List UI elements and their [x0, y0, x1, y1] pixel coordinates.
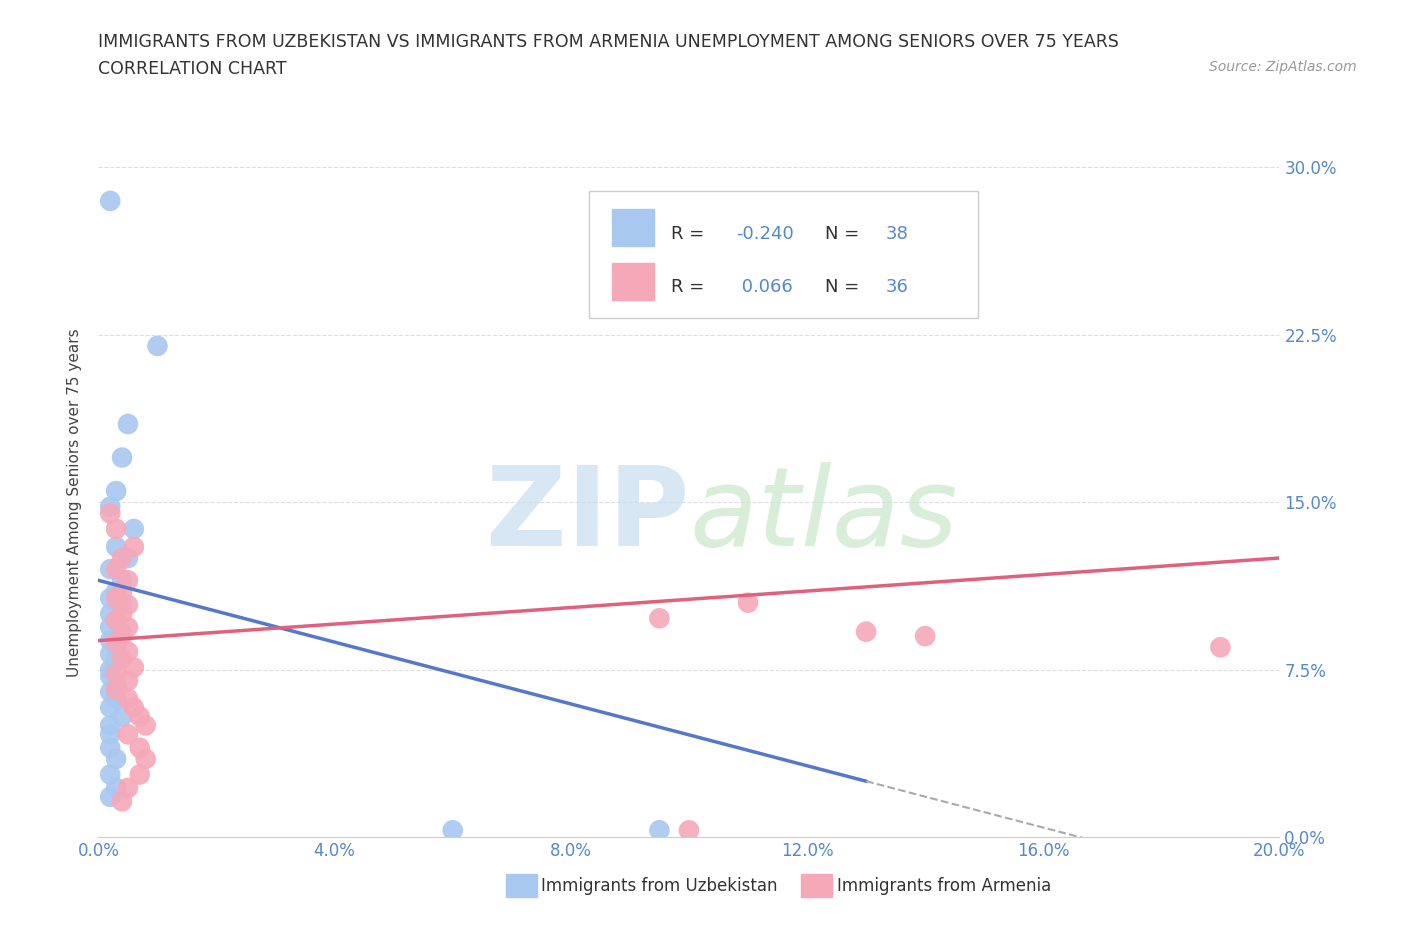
Text: atlas: atlas	[689, 462, 957, 569]
Text: 36: 36	[886, 278, 910, 296]
Point	[117, 780, 139, 795]
Point	[98, 684, 121, 699]
Point	[98, 193, 121, 208]
Point	[98, 562, 121, 577]
Point	[914, 629, 936, 644]
Point	[128, 709, 150, 724]
Point	[135, 751, 157, 766]
Point	[105, 522, 128, 537]
Point	[111, 597, 134, 612]
Text: Source: ZipAtlas.com: Source: ZipAtlas.com	[1209, 60, 1357, 74]
Point	[98, 767, 121, 782]
Point	[855, 624, 877, 639]
Text: Immigrants from Armenia: Immigrants from Armenia	[837, 877, 1050, 896]
Point	[111, 450, 134, 465]
Point	[105, 591, 128, 605]
Point	[678, 823, 700, 838]
FancyBboxPatch shape	[589, 191, 979, 318]
Text: 38: 38	[886, 225, 910, 243]
Point	[117, 551, 139, 565]
Point	[117, 597, 139, 612]
Point	[105, 640, 128, 655]
Text: ZIP: ZIP	[485, 462, 689, 569]
Point	[105, 484, 128, 498]
Point	[122, 700, 145, 715]
Point	[98, 740, 121, 755]
Point	[105, 584, 128, 599]
Text: R =: R =	[671, 278, 704, 296]
Point	[98, 633, 121, 648]
Point	[105, 562, 128, 577]
Point	[105, 613, 128, 628]
Text: CORRELATION CHART: CORRELATION CHART	[98, 60, 287, 78]
Point	[105, 539, 128, 554]
Point	[98, 619, 121, 634]
Point	[737, 595, 759, 610]
Point	[117, 619, 139, 634]
Text: -0.240: -0.240	[737, 225, 794, 243]
Point	[128, 740, 150, 755]
Point	[146, 339, 169, 353]
Point	[105, 691, 128, 706]
Text: N =: N =	[825, 278, 859, 296]
Point	[98, 662, 121, 677]
Point	[111, 627, 134, 642]
Point	[98, 591, 121, 605]
Point	[98, 606, 121, 621]
Bar	[612, 209, 654, 246]
Point	[117, 644, 139, 659]
Point	[117, 573, 139, 588]
Point	[135, 718, 157, 733]
Point	[105, 780, 128, 795]
Point	[122, 660, 145, 675]
Point	[98, 499, 121, 514]
Point	[111, 606, 134, 621]
Point	[98, 646, 121, 661]
Point	[122, 539, 145, 554]
Point	[105, 683, 128, 698]
Point	[117, 727, 139, 742]
Point	[111, 573, 134, 588]
Point	[117, 691, 139, 706]
Point	[98, 506, 121, 521]
Point	[105, 613, 128, 628]
Point	[111, 794, 134, 809]
Point	[111, 651, 134, 666]
Point	[98, 669, 121, 684]
Point	[648, 823, 671, 838]
Point	[105, 667, 128, 682]
Text: N =: N =	[825, 225, 859, 243]
Point	[648, 611, 671, 626]
Point	[98, 718, 121, 733]
Point	[105, 635, 128, 650]
Point	[111, 629, 134, 644]
Point	[441, 823, 464, 838]
Point	[111, 584, 134, 599]
Text: IMMIGRANTS FROM UZBEKISTAN VS IMMIGRANTS FROM ARMENIA UNEMPLOYMENT AMONG SENIORS: IMMIGRANTS FROM UZBEKISTAN VS IMMIGRANTS…	[98, 33, 1119, 50]
Text: Immigrants from Uzbekistan: Immigrants from Uzbekistan	[541, 877, 778, 896]
Point	[98, 790, 121, 804]
Point	[105, 678, 128, 693]
Point	[105, 653, 128, 668]
Point	[117, 417, 139, 432]
Bar	[612, 263, 654, 300]
Text: R =: R =	[671, 225, 704, 243]
Point	[117, 673, 139, 688]
Point	[111, 551, 134, 565]
Point	[98, 727, 121, 742]
Point	[105, 751, 128, 766]
Point	[122, 522, 145, 537]
Point	[128, 767, 150, 782]
Point	[98, 700, 121, 715]
Point	[111, 709, 134, 724]
Text: 0.066: 0.066	[737, 278, 793, 296]
Point	[1209, 640, 1232, 655]
Y-axis label: Unemployment Among Seniors over 75 years: Unemployment Among Seniors over 75 years	[67, 328, 83, 676]
